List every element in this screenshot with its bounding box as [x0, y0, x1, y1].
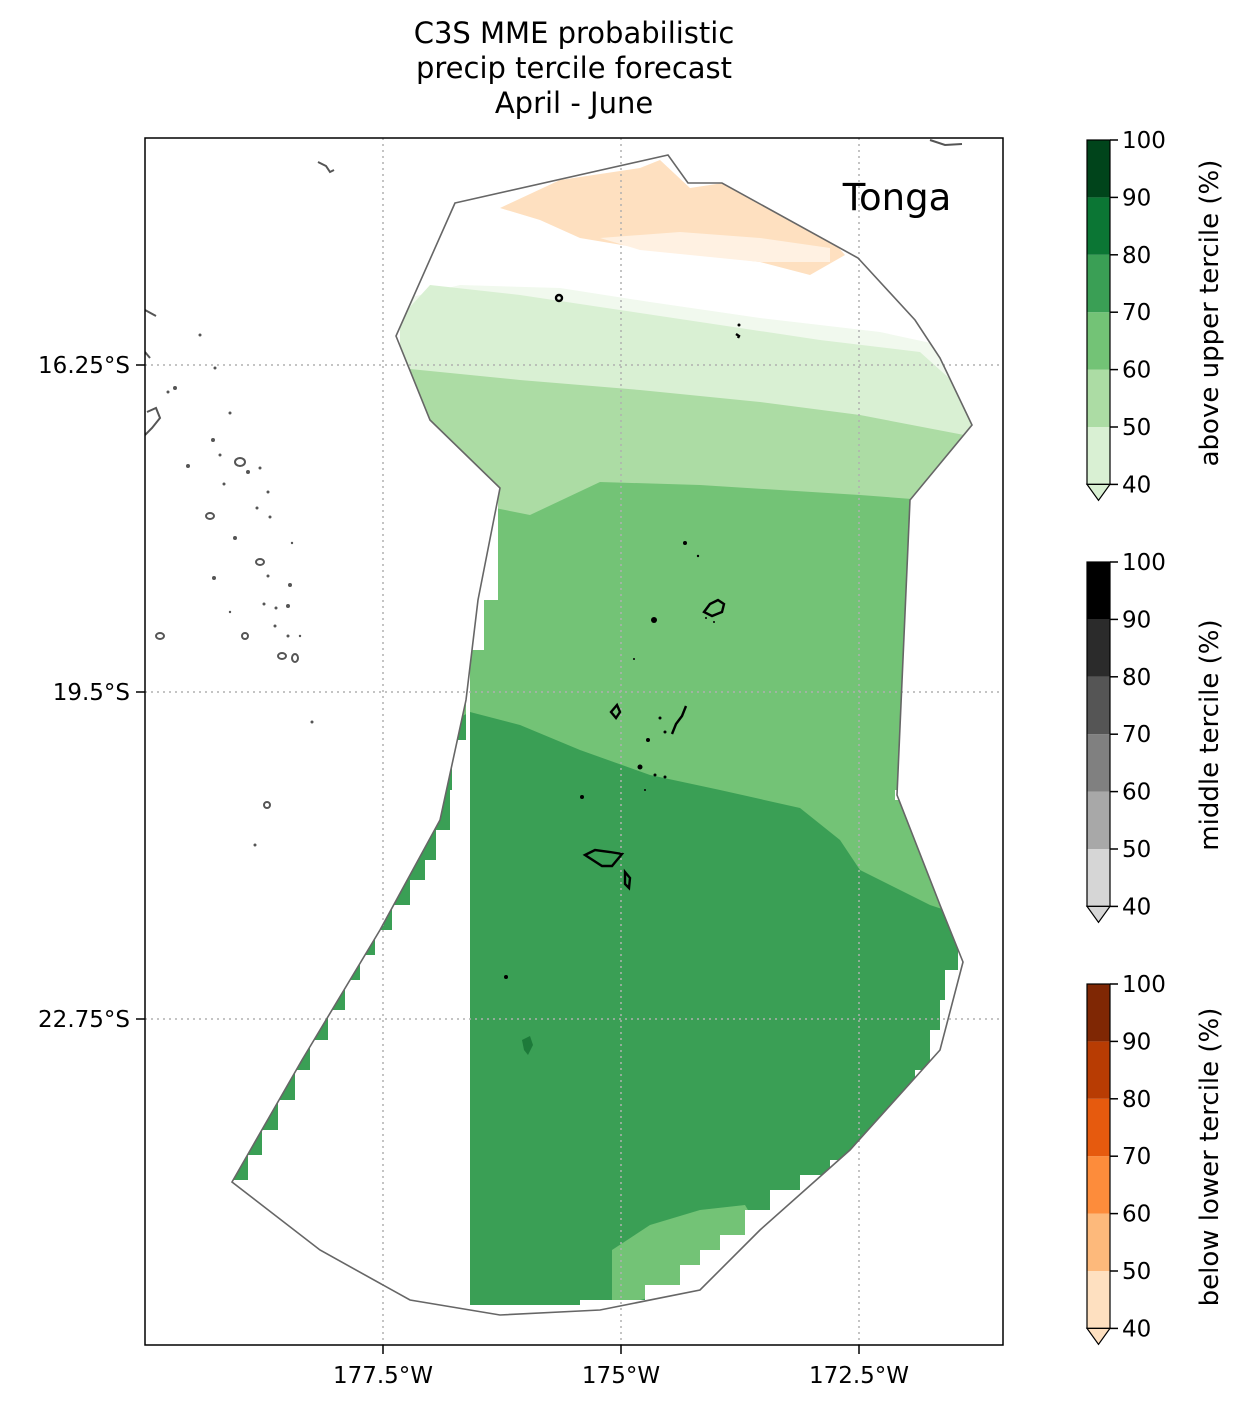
ata-island: [522, 1036, 533, 1055]
island-haapai-west: [609, 702, 622, 721]
island-niuafoou: [554, 293, 564, 303]
forecast-shading: [232, 155, 972, 1315]
x-tick-label: 175°W: [582, 1363, 660, 1389]
colorbar-above-tick-label: 40: [1122, 472, 1151, 498]
colorbar-middle-tick-label: 80: [1122, 665, 1151, 691]
colorbar-above-tick-label: 90: [1122, 185, 1151, 211]
colorbar-middle-tick-label: 100: [1122, 550, 1166, 576]
colorbar-middle-segment: [1087, 849, 1110, 907]
island-outline: [277, 652, 287, 660]
colorbar-below: 100 90 80 70 60 50 40: [1085, 972, 1166, 1346]
island-outline: [155, 632, 165, 640]
gridlines: [145, 138, 1003, 1345]
tonga-small-islands: [504, 323, 741, 979]
colorbar-middle-tick-label: 70: [1122, 722, 1151, 748]
colorbar-middle: 100 90 80 70 60 50 40: [1085, 550, 1166, 924]
colorbar-middle-tick-label: 50: [1122, 837, 1151, 863]
colorbar-middle-segment: [1087, 676, 1110, 735]
colorbar-above-tick-label: 80: [1122, 243, 1151, 269]
tonga-islands: [554, 293, 741, 891]
eez-boundary: [230, 154, 973, 1316]
colorbar-above-segment: [1087, 254, 1110, 313]
colorbar-above-segment: [1087, 312, 1110, 370]
colorbar-above-label: above upper tercile (%): [1195, 160, 1225, 467]
fiji-coastlines: [145, 139, 963, 809]
colorbar-below-label: below lower tercile (%): [1195, 1008, 1225, 1307]
coast-fragment: [145, 351, 151, 359]
colorbar-below-segment: [1087, 1098, 1110, 1157]
island-vavau: [702, 598, 726, 618]
colorbar-middle-segment: [1087, 734, 1110, 792]
title-line-3: April - June: [494, 86, 654, 120]
island-outline: [291, 653, 299, 663]
island-outline: [234, 457, 246, 467]
colorbar-above-extend: [1085, 483, 1112, 502]
colorbar-below-tick-label: 100: [1122, 972, 1166, 998]
colorbar-below-tick-label: 60: [1122, 1202, 1151, 1228]
island-outline: [263, 801, 271, 809]
island-eua: [623, 868, 632, 891]
island-tongatapu: [582, 848, 625, 868]
colorbar-above-tick-label: 70: [1122, 300, 1151, 326]
title-line-2: precip tercile forecast: [415, 51, 733, 85]
island-haapai-chain: [670, 705, 688, 735]
colorbar-above-segment: [1087, 140, 1110, 198]
island-niuatoputapu: [735, 333, 741, 339]
coast-fragment: [145, 406, 162, 436]
colorbar-middle-segment: [1087, 791, 1110, 849]
colorbar-middle-segment: [1087, 562, 1110, 620]
colorbar-above-tick-label: 100: [1122, 128, 1166, 154]
y-tick-label: 19.5°S: [53, 680, 130, 706]
colorbar-above: 100 90 80 70 60 50 40: [1085, 128, 1166, 502]
colorbar-above-tick-label: 50: [1122, 415, 1151, 441]
above-50-60-region: [400, 368, 972, 520]
coast-fragment: [929, 139, 963, 147]
colorbar-below-segment: [1087, 1271, 1110, 1329]
island-outline: [255, 558, 265, 566]
region-label: Tonga: [842, 176, 952, 219]
colorbar-above-segment: [1087, 427, 1110, 485]
map-title: C3S MME probabilistic precip tercile for…: [145, 16, 1003, 121]
x-tick-label: 172.5°W: [809, 1363, 909, 1389]
above-60-70-patch-south: [612, 1205, 760, 1300]
colorbar-middle-tick-label: 60: [1122, 780, 1151, 806]
colorbar-below-segment: [1087, 984, 1110, 1042]
fiji-small-islands: [166, 333, 314, 847]
colorbar-below-segment: [1087, 1213, 1110, 1271]
title-line-1: C3S MME probabilistic: [413, 16, 735, 50]
below-light-band: [600, 232, 830, 262]
colorbar-middle-extend: [1085, 905, 1112, 924]
island-outline: [205, 512, 215, 520]
axis-ticks: [136, 364, 860, 1354]
colorbar-below-segment: [1087, 1156, 1110, 1214]
colorbar-below-extend: [1085, 1327, 1112, 1346]
colorbar-below-tick-label: 50: [1122, 1259, 1151, 1285]
colorbar-above-tick-label: 60: [1122, 358, 1151, 384]
coast-fragment: [317, 161, 335, 174]
colorbar-middle-tick-label: 90: [1122, 607, 1151, 633]
x-tick-label: 177.5°W: [333, 1363, 433, 1389]
y-tick-label: 22.75°S: [38, 1007, 130, 1033]
colorbar-below-tick-label: 40: [1122, 1316, 1151, 1342]
colorbar-below-tick-label: 70: [1122, 1144, 1151, 1170]
colorbar-above-segment: [1087, 369, 1110, 427]
coast-fragment: [145, 309, 157, 317]
island-outline: [241, 632, 249, 640]
y-tick-label: 16.25°S: [38, 353, 130, 379]
colorbar-above-segment: [1087, 197, 1110, 255]
map-frame: [144, 137, 1004, 1346]
colorbar-below-segment: [1087, 1041, 1110, 1099]
colorbar-below-tick-label: 80: [1122, 1087, 1151, 1113]
colorbar-middle-segment: [1087, 619, 1110, 677]
colorbar-middle-tick-label: 40: [1122, 894, 1151, 920]
west-grid-mask: [232, 500, 498, 1315]
colorbar-middle-label: middle tercile (%): [1195, 619, 1225, 850]
colorbar-below-tick-label: 90: [1122, 1029, 1151, 1055]
